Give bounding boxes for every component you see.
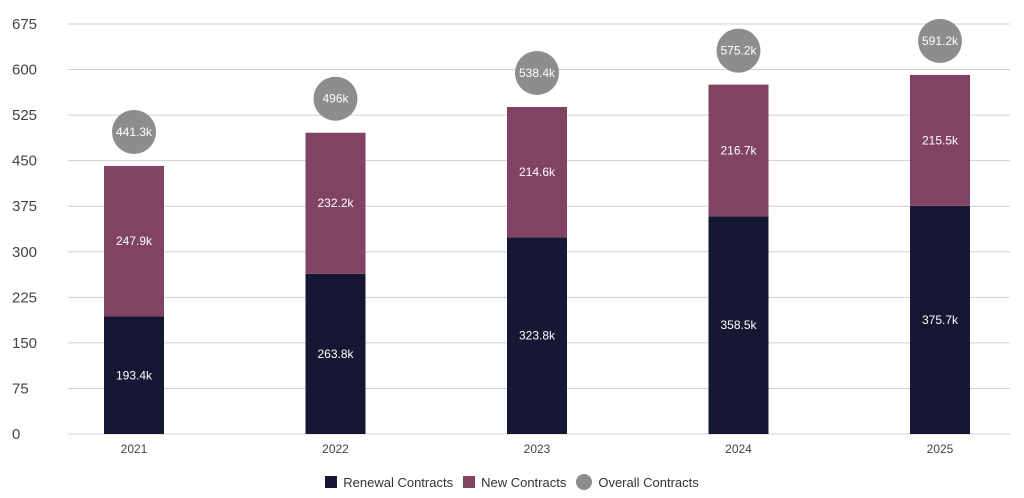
bar-renewal[interactable]	[507, 237, 567, 434]
bar-label-renewal: 375.7k	[922, 313, 959, 327]
y-tick-label: 0	[12, 426, 20, 443]
x-tick-label: 2024	[725, 442, 752, 456]
y-tick-label: 450	[12, 153, 37, 170]
bar-new[interactable]	[507, 106, 567, 238]
legend-swatch-new	[463, 476, 476, 488]
stacked-bar-chart: 0 75 150 225 300 375 450 525 600 675 193.4k 247.9k…	[12, 16, 1010, 456]
x-tick-label: 2022	[322, 442, 349, 456]
overall-label: 538.4k	[519, 66, 556, 80]
legend-label-renewal: Renewal Contracts	[343, 474, 454, 490]
bar-label-renewal: 358.5k	[720, 318, 757, 332]
bar-label-new: 232.2k	[317, 196, 354, 210]
y-tick-label: 300	[12, 244, 37, 261]
bar-new[interactable]	[910, 74, 970, 206]
legend-label-new: New Contracts	[481, 474, 567, 490]
bar-renewal[interactable]	[305, 273, 366, 434]
y-tick-label: 675	[12, 16, 37, 33]
overall-label: 575.2k	[720, 44, 757, 58]
bar-label-new: 247.9k	[116, 234, 153, 248]
y-tick-label: 75	[12, 380, 29, 397]
overall-label: 496k	[322, 92, 349, 106]
bar-label-renewal: 323.8k	[519, 329, 556, 343]
x-tick-label: 2025	[927, 442, 954, 456]
bar-renewal[interactable]	[708, 216, 769, 434]
legend-item-overall[interactable]: Overall Contracts	[576, 474, 699, 490]
y-tick-label: 375	[12, 198, 37, 215]
bar-label-renewal: 193.4k	[116, 368, 153, 382]
overall-label: 441.3k	[116, 125, 153, 139]
overall-marker[interactable]	[515, 50, 559, 95]
x-tick-label: 2021	[121, 442, 148, 456]
legend-label-overall: Overall Contracts	[598, 474, 699, 490]
overall-label: 591.2k	[922, 34, 959, 48]
legend-item-renewal[interactable]: Renewal Contracts	[325, 475, 453, 490]
legend-swatch-renewal	[325, 476, 338, 488]
overall-marker[interactable]	[918, 18, 962, 63]
y-tick-label: 225	[12, 289, 37, 306]
y-tick-label: 600	[12, 62, 37, 79]
bar-new[interactable]	[708, 84, 769, 217]
bar-new[interactable]	[305, 132, 366, 274]
y-tick-label: 150	[12, 335, 37, 352]
bar-label-new: 215.5k	[922, 133, 959, 147]
bar-renewal[interactable]	[104, 316, 164, 434]
legend-item-new[interactable]: New Contracts	[463, 475, 566, 490]
x-axis: 2021 2022 2023 2024 2025	[121, 442, 954, 456]
overall-marker[interactable]	[313, 76, 358, 121]
overall-marker[interactable]	[716, 28, 761, 73]
bar-label-renewal: 263.8k	[317, 347, 354, 361]
bar-label-new: 214.6k	[519, 165, 556, 179]
y-tick-label: 525	[12, 107, 37, 124]
bar-renewal[interactable]	[910, 205, 970, 434]
bar-new[interactable]	[104, 165, 164, 317]
legend: Renewal Contracts New Contracts Overall …	[0, 474, 1024, 490]
bar-label-new: 216.7k	[720, 143, 757, 157]
x-tick-label: 2023	[524, 442, 551, 456]
bars: 193.4k 247.9k 441.3k 263.8k 232.2k 496k 323.8k…	[104, 18, 970, 434]
legend-swatch-overall	[576, 474, 593, 490]
y-axis: 0 75 150 225 300 375 450 525 600 675	[12, 16, 37, 443]
overall-marker[interactable]	[112, 109, 156, 154]
